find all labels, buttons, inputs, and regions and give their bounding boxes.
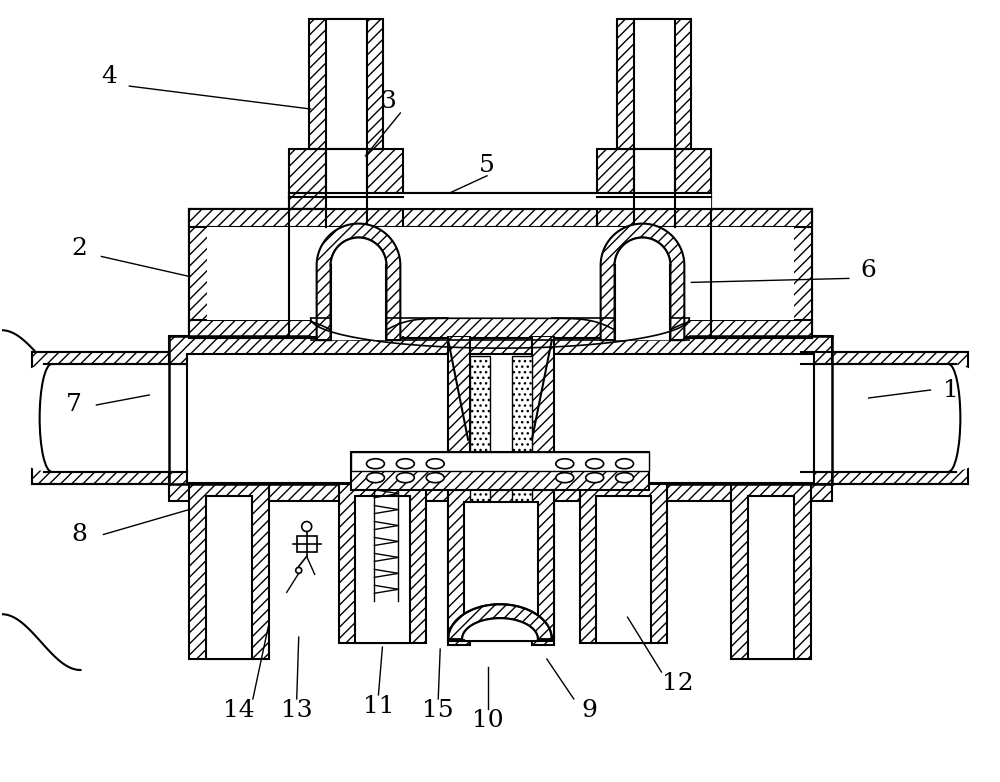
Ellipse shape xyxy=(586,459,604,468)
Bar xyxy=(169,336,832,500)
Bar xyxy=(297,536,317,552)
Text: 13: 13 xyxy=(281,699,313,723)
Bar xyxy=(187,354,814,482)
Bar xyxy=(617,20,691,167)
Bar xyxy=(206,496,252,659)
Bar xyxy=(189,321,812,338)
Polygon shape xyxy=(331,238,386,340)
Text: 7: 7 xyxy=(66,393,81,417)
Polygon shape xyxy=(448,604,552,639)
Bar xyxy=(351,452,649,471)
Polygon shape xyxy=(317,224,400,340)
Bar xyxy=(512,356,532,555)
Bar xyxy=(448,490,554,641)
Bar xyxy=(289,192,711,209)
Ellipse shape xyxy=(616,472,634,482)
Bar xyxy=(731,484,811,659)
Bar xyxy=(597,149,711,197)
Bar xyxy=(189,209,311,338)
Bar xyxy=(470,356,490,555)
Bar xyxy=(311,227,689,336)
Ellipse shape xyxy=(366,459,384,468)
Bar xyxy=(748,496,794,659)
Bar xyxy=(326,20,367,152)
Bar xyxy=(189,209,812,338)
Ellipse shape xyxy=(366,472,384,482)
Bar xyxy=(580,484,667,643)
Ellipse shape xyxy=(586,472,604,482)
Text: 12: 12 xyxy=(662,673,693,695)
Ellipse shape xyxy=(396,472,414,482)
Bar xyxy=(355,496,410,643)
Bar xyxy=(289,149,403,197)
Bar xyxy=(309,20,383,167)
Bar xyxy=(464,501,538,641)
Ellipse shape xyxy=(396,459,414,468)
Polygon shape xyxy=(601,224,684,340)
Wedge shape xyxy=(0,364,52,472)
Bar xyxy=(326,149,367,197)
Text: 6: 6 xyxy=(861,259,877,282)
Bar xyxy=(189,209,812,227)
Bar xyxy=(189,484,269,659)
Text: 9: 9 xyxy=(582,699,598,723)
Bar xyxy=(690,209,812,338)
Bar xyxy=(32,352,199,484)
Ellipse shape xyxy=(556,472,574,482)
Text: 1: 1 xyxy=(943,378,958,401)
Polygon shape xyxy=(615,238,670,340)
Text: 5: 5 xyxy=(479,154,495,178)
Ellipse shape xyxy=(556,459,574,468)
Bar xyxy=(596,496,651,643)
Bar xyxy=(634,20,675,152)
Bar xyxy=(351,452,649,490)
Text: 15: 15 xyxy=(422,699,454,723)
Wedge shape xyxy=(948,364,1000,472)
Ellipse shape xyxy=(426,459,444,468)
Text: 3: 3 xyxy=(380,89,396,113)
Ellipse shape xyxy=(426,472,444,482)
Bar xyxy=(634,149,675,197)
Bar xyxy=(801,352,968,484)
Circle shape xyxy=(296,568,302,573)
Ellipse shape xyxy=(616,459,634,468)
Bar xyxy=(207,227,794,326)
Text: 2: 2 xyxy=(72,237,87,260)
Bar xyxy=(207,227,794,321)
Text: 14: 14 xyxy=(223,699,255,723)
Text: 10: 10 xyxy=(472,709,504,732)
Text: 4: 4 xyxy=(101,65,117,88)
Bar xyxy=(448,336,470,645)
Bar xyxy=(44,364,199,472)
Bar xyxy=(532,336,554,645)
Text: 8: 8 xyxy=(72,523,87,546)
Polygon shape xyxy=(462,619,538,639)
Bar xyxy=(801,364,956,472)
Bar xyxy=(339,484,426,643)
Bar xyxy=(326,192,711,209)
Circle shape xyxy=(302,522,312,532)
Text: 11: 11 xyxy=(363,695,394,719)
